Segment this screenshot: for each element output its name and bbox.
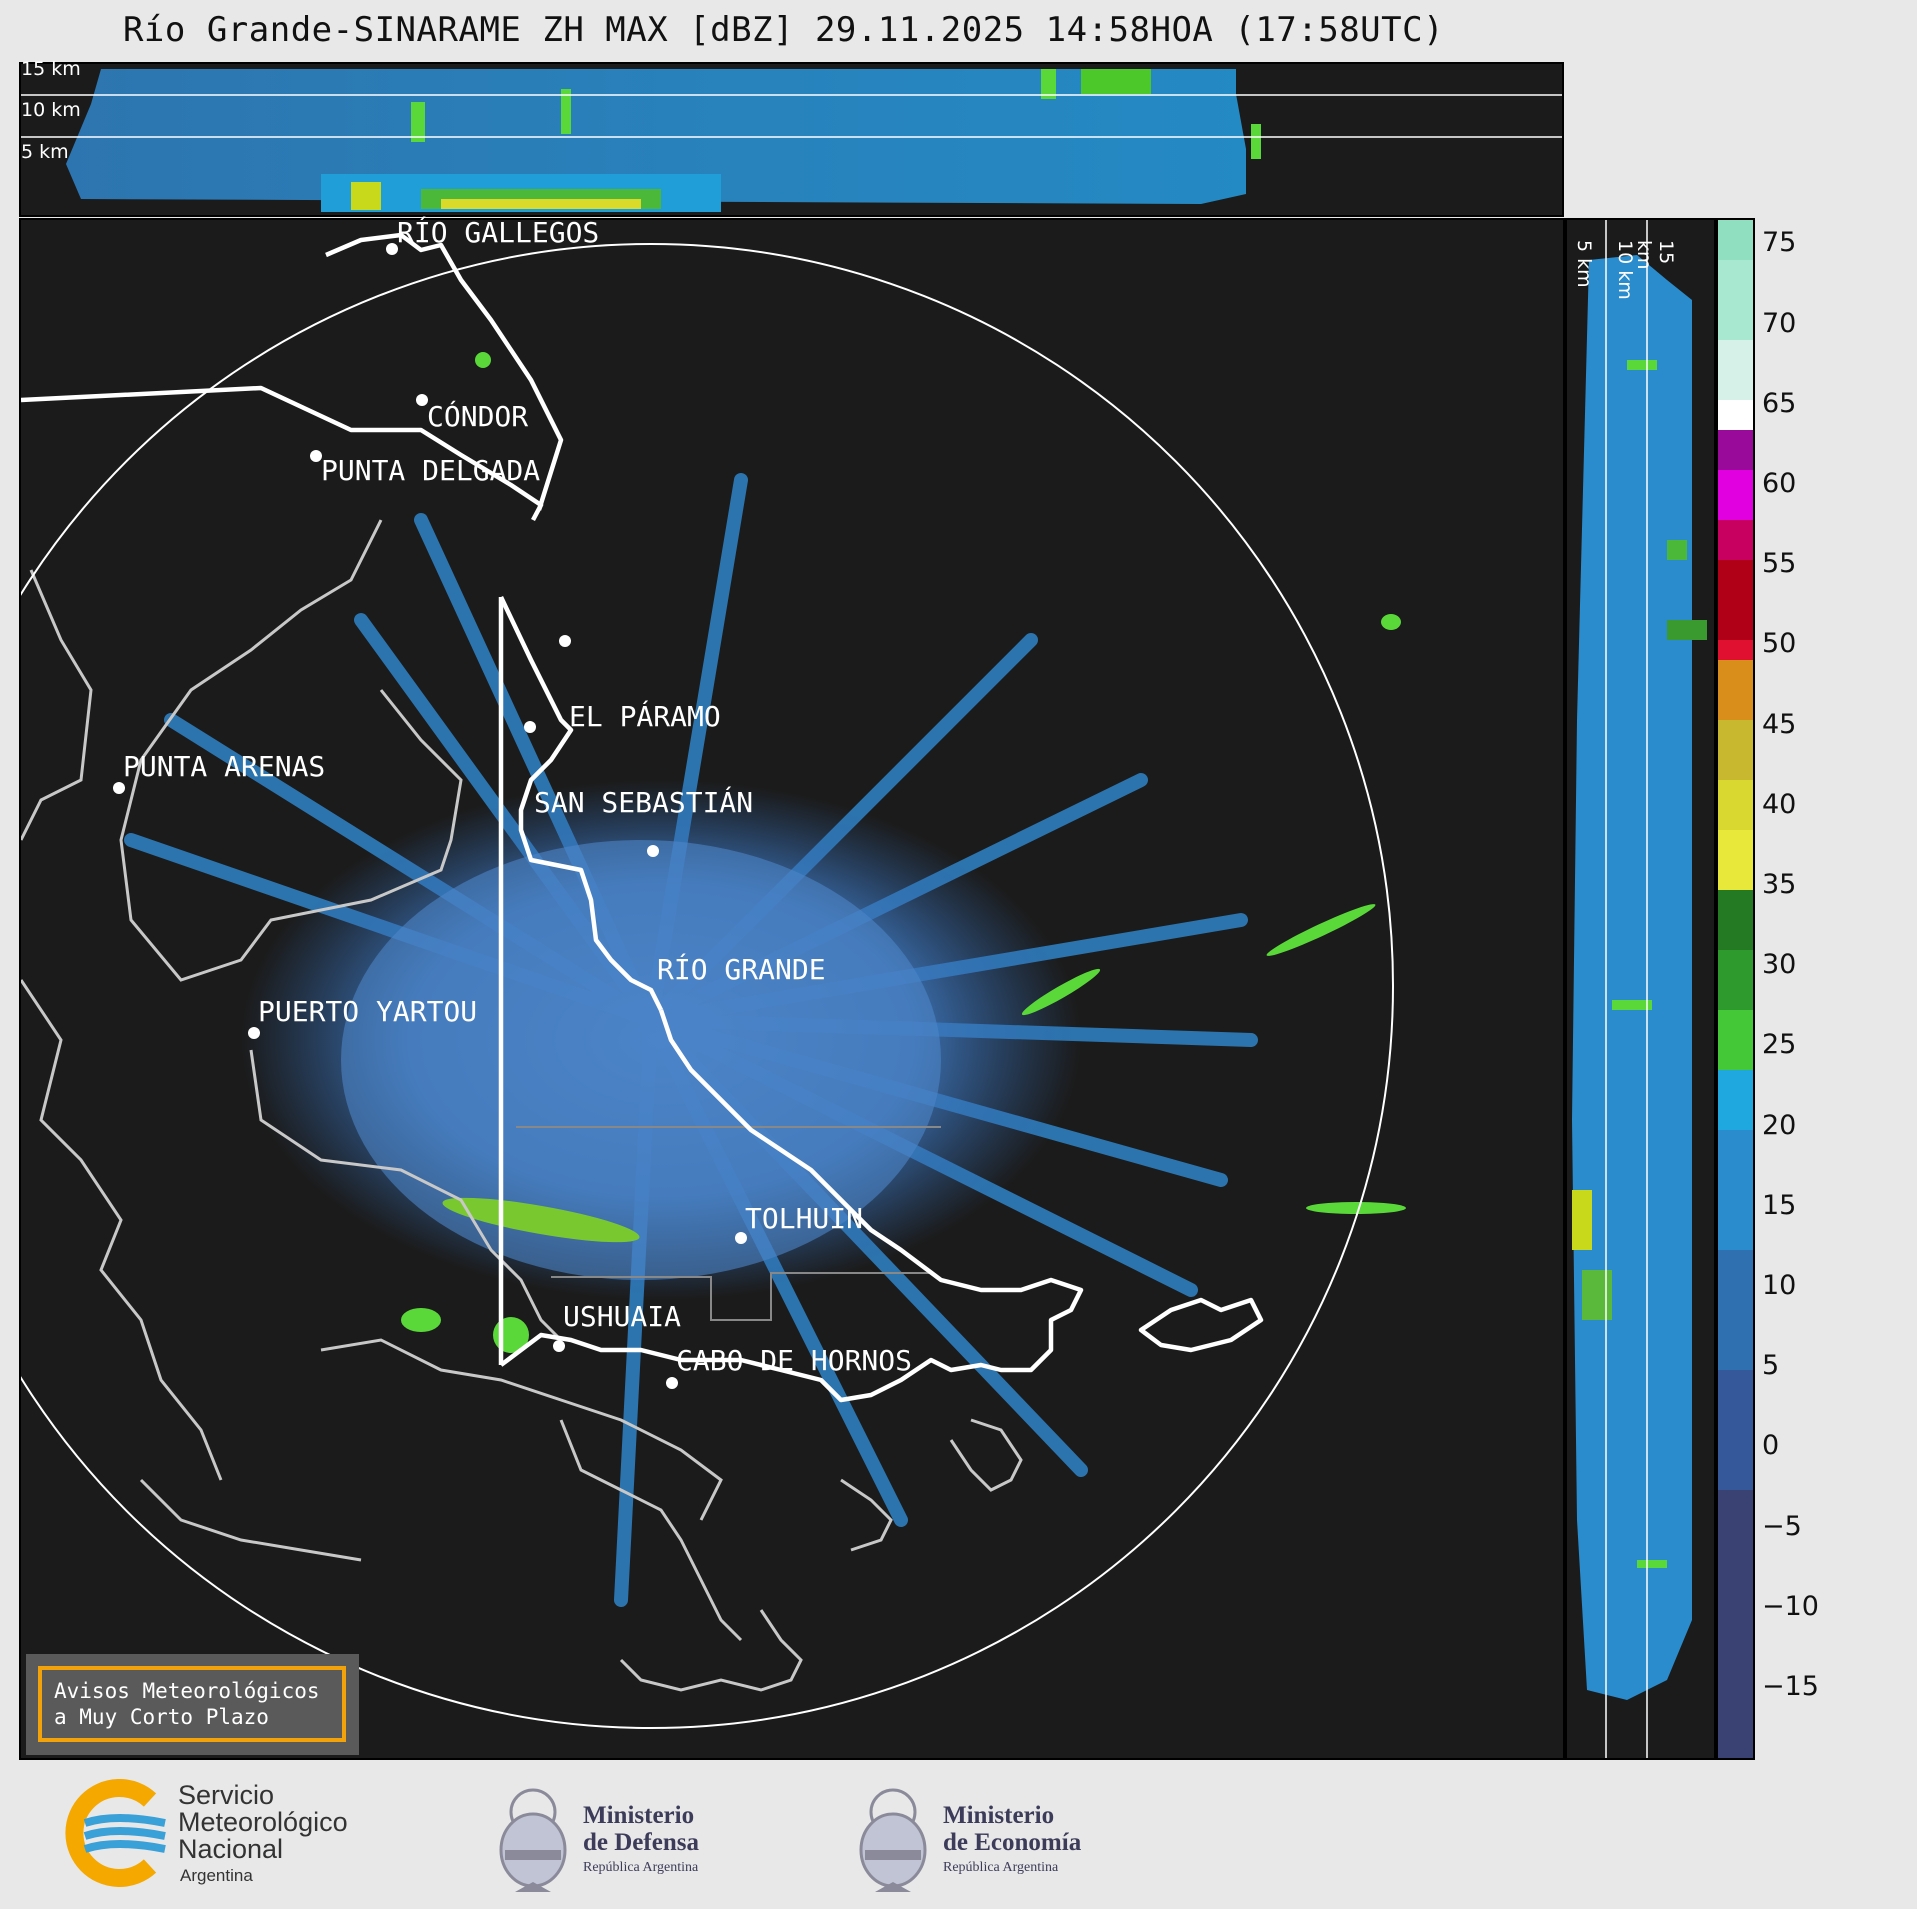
city-dot-rio-gallegos bbox=[386, 243, 398, 255]
warning-line-1: Avisos Meteorológicos bbox=[54, 1679, 320, 1703]
colorbar-tick-55: 55 bbox=[1762, 548, 1797, 579]
city-dot-punta-arenas bbox=[113, 782, 125, 794]
colorbar-tick-50: 50 bbox=[1762, 628, 1797, 659]
top-height-label-5: 5 km bbox=[21, 141, 69, 163]
city-label-tolhuin: TOLHUIN bbox=[745, 1202, 864, 1235]
city-label-punta-delgada: PUNTA DELGADA bbox=[321, 454, 541, 487]
economia-line2: de Economía bbox=[943, 1829, 1082, 1856]
city-label-ushuaia: USHUAIA bbox=[563, 1300, 682, 1333]
warning-box-inner: Avisos Meteorológicos a Muy Corto Plazo bbox=[38, 1666, 346, 1742]
smn-logo-line4: Argentina bbox=[180, 1866, 253, 1885]
city-dot-san-sebastian bbox=[524, 721, 536, 733]
side-height-label-15: 15 km bbox=[1633, 240, 1677, 270]
city-label-san-sebastian: SAN SEBASTIÁN bbox=[534, 786, 754, 819]
colorbar-tick-15: 15 bbox=[1762, 1190, 1797, 1221]
colorbar-tick-10: 10 bbox=[1762, 1270, 1797, 1301]
smn-logo: Servicio Meteorológico Nacional Argentin… bbox=[55, 1778, 395, 1888]
defensa-coat-of-arms-icon bbox=[499, 1788, 567, 1892]
city-dot-condor bbox=[416, 394, 428, 406]
city-label-punta-arenas: PUNTA ARENAS bbox=[123, 750, 326, 783]
defensa-line1: Ministerio bbox=[583, 1802, 695, 1829]
city-dot-ushuaia bbox=[553, 1340, 565, 1352]
smn-logo-line1: Servicio bbox=[178, 1780, 275, 1810]
smn-logo-line2: Meteorológico bbox=[178, 1807, 348, 1837]
defensa-line3: República Argentina bbox=[583, 1860, 699, 1875]
city-label-el-paramo: EL PÁRAMO bbox=[569, 700, 721, 733]
top-height-label-10: 10 km bbox=[21, 99, 81, 121]
smn-logo-line3: Nacional bbox=[178, 1834, 284, 1864]
warning-box: Avisos Meteorológicos a Muy Corto Plazo bbox=[26, 1654, 359, 1755]
colorbar-tick-20: 20 bbox=[1762, 1110, 1797, 1141]
city-label-cabo-de-hornos: CABO DE HORNOS bbox=[676, 1344, 913, 1377]
colorbar-tick-minus-15: −15 bbox=[1762, 1671, 1819, 1702]
dbz-colorbar bbox=[1716, 218, 1755, 1760]
colorbar-tick-75: 75 bbox=[1762, 227, 1797, 258]
radar-title: Río Grande-SINARAME ZH MAX [dBZ] 29.11.2… bbox=[122, 10, 1445, 50]
ministerio-economia-logo: Ministerio de Economía República Argenti… bbox=[855, 1772, 1135, 1897]
city-label-condor: CÓNDOR bbox=[427, 400, 529, 433]
city-dot-cabo-de-hornos bbox=[666, 1377, 678, 1389]
side-height-label-5: 5 km bbox=[1573, 240, 1595, 288]
city-label-puerto-yartou: PUERTO YARTOU bbox=[258, 995, 478, 1028]
city-label-rio-gallegos: RÍO GALLEGOS bbox=[397, 216, 600, 249]
top-cross-section-image bbox=[21, 69, 1562, 212]
warning-line-2: a Muy Corto Plazo bbox=[54, 1705, 269, 1729]
smn-logo-mark bbox=[65, 1779, 166, 1887]
colorbar-tick-60: 60 bbox=[1762, 468, 1797, 499]
colorbar-tick-40: 40 bbox=[1762, 789, 1797, 820]
city-dot-el-paramo bbox=[559, 635, 571, 647]
economia-line3: República Argentina bbox=[943, 1860, 1059, 1875]
colorbar-tick-minus-10: −10 bbox=[1762, 1591, 1819, 1622]
colorbar-tick-70: 70 bbox=[1762, 308, 1797, 339]
colorbar-tick-35: 35 bbox=[1762, 869, 1797, 900]
colorbar-tick-45: 45 bbox=[1762, 709, 1797, 740]
city-label-rio-grande: RÍO GRANDE bbox=[657, 953, 826, 986]
ministerio-defensa-logo: Ministerio de Defensa República Argentin… bbox=[495, 1772, 755, 1897]
city-dot-punta-delgada bbox=[310, 450, 322, 462]
top-height-label-15: 15 km bbox=[21, 58, 81, 80]
defensa-line2: de Defensa bbox=[583, 1829, 699, 1856]
radar-map-panel: RÍO GALLEGOS CÓNDOR PUNTA DELGADA EL PÁR… bbox=[19, 216, 1565, 1760]
colorbar-tick-30: 30 bbox=[1762, 949, 1797, 980]
colorbar-tick-0: 0 bbox=[1762, 1430, 1780, 1461]
side-cross-section-image bbox=[1572, 220, 1707, 1758]
colorbar-tick-25: 25 bbox=[1762, 1029, 1797, 1060]
colorbar-gradient bbox=[1718, 220, 1753, 1758]
radar-map-image bbox=[21, 232, 1406, 1729]
economia-line1: Ministerio bbox=[943, 1802, 1055, 1829]
colorbar-tick-65: 65 bbox=[1762, 388, 1797, 419]
top-cross-section-panel: 15 km 10 km 5 km bbox=[19, 58, 1564, 217]
city-dot-rio-grande bbox=[647, 845, 659, 857]
city-dot-tolhuin bbox=[735, 1232, 747, 1244]
colorbar-tick-5: 5 bbox=[1762, 1350, 1780, 1381]
city-dot-puerto-yartou bbox=[248, 1027, 260, 1039]
side-cross-section-panel: 5 km 10 km 15 km bbox=[1565, 218, 1716, 1760]
economia-coat-of-arms-icon bbox=[859, 1788, 927, 1892]
colorbar-tick-minus-5: −5 bbox=[1762, 1511, 1802, 1542]
